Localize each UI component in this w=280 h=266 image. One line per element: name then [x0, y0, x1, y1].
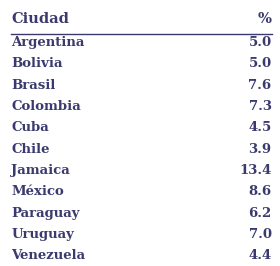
Text: 13.4: 13.4 — [239, 164, 272, 177]
Text: Paraguay: Paraguay — [11, 207, 80, 220]
Text: Brasil: Brasil — [11, 78, 55, 92]
Text: 8.6: 8.6 — [248, 185, 272, 198]
Text: 7.3: 7.3 — [249, 100, 272, 113]
Text: 5.0: 5.0 — [248, 36, 272, 49]
Text: 6.2: 6.2 — [248, 207, 272, 220]
Text: %: % — [258, 12, 272, 26]
Text: México: México — [11, 185, 64, 198]
Text: Bolivia: Bolivia — [11, 57, 63, 70]
Text: Venezuela: Venezuela — [11, 249, 85, 262]
Text: Chile: Chile — [11, 143, 50, 156]
Text: 4.4: 4.4 — [248, 249, 272, 262]
Text: Ciudad: Ciudad — [11, 12, 69, 26]
Text: 5.0: 5.0 — [248, 57, 272, 70]
Text: 3.9: 3.9 — [248, 143, 272, 156]
Text: Cuba: Cuba — [11, 121, 49, 134]
Text: 7.6: 7.6 — [248, 78, 272, 92]
Text: 4.5: 4.5 — [248, 121, 272, 134]
Text: Colombia: Colombia — [11, 100, 81, 113]
Text: Argentina: Argentina — [11, 36, 85, 49]
Text: 7.0: 7.0 — [249, 228, 272, 241]
Text: Jamaica: Jamaica — [11, 164, 70, 177]
Text: Uruguay: Uruguay — [11, 228, 74, 241]
